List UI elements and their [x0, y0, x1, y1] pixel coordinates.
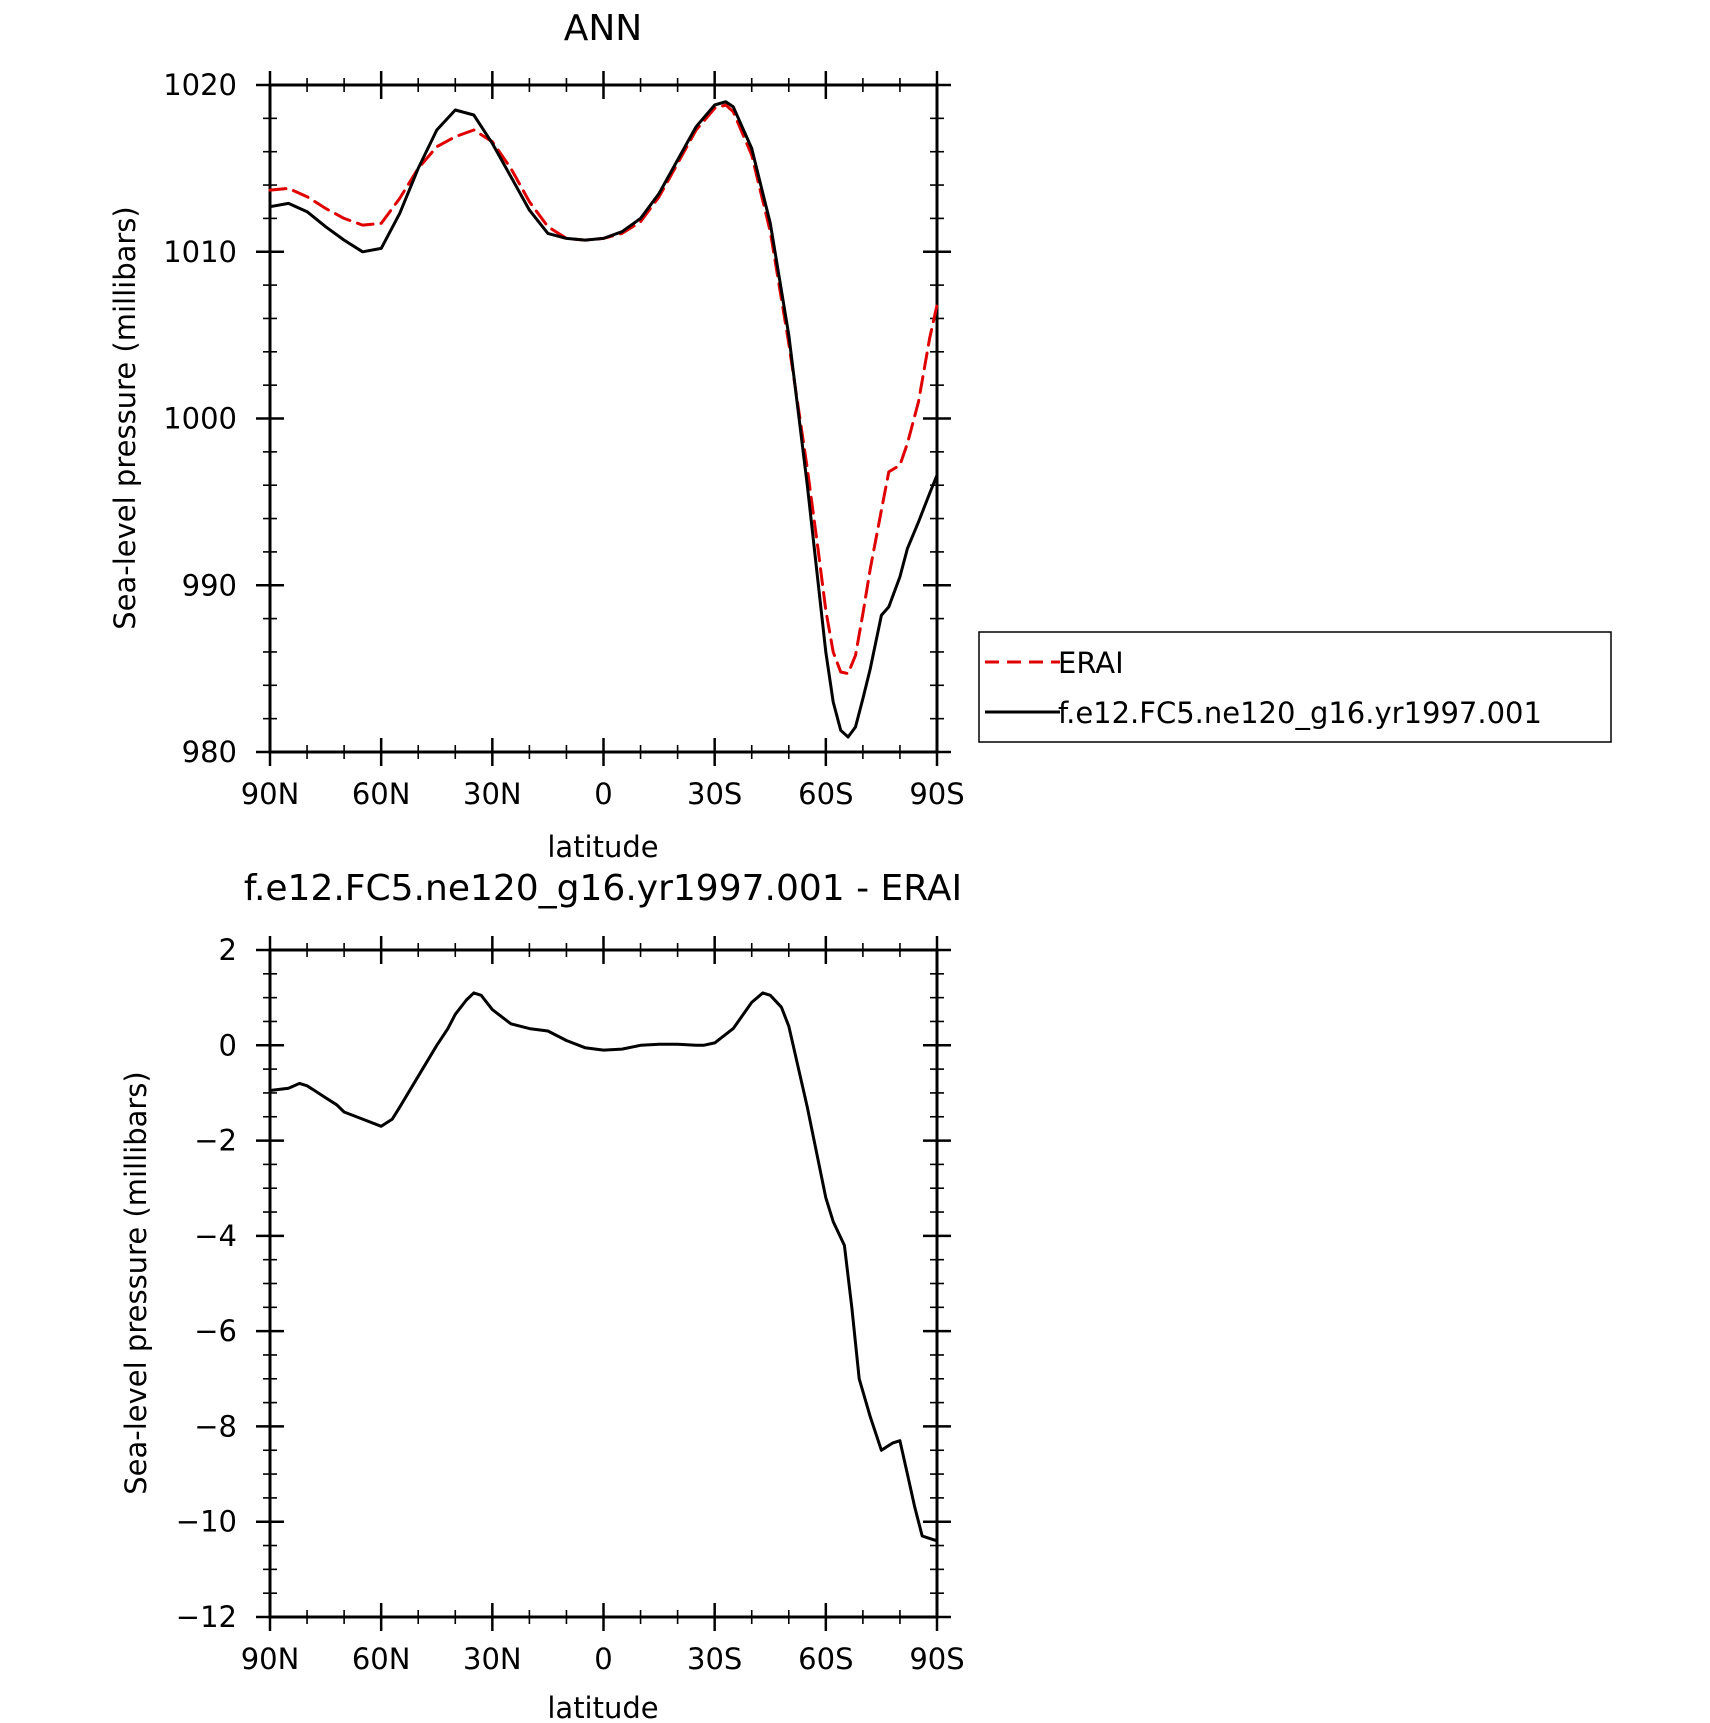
top-panel-title: ANN	[564, 8, 643, 49]
y-tick-label: −4	[194, 1219, 237, 1253]
legend-entry-erai: ERAI	[1058, 646, 1124, 680]
x-tick-label: 60S	[798, 777, 853, 811]
x-tick-label: 60S	[798, 1642, 853, 1676]
bottom-x-axis-label: latitude	[547, 1691, 658, 1723]
top-axes-ticks	[256, 71, 951, 766]
x-tick-label: 0	[594, 777, 612, 811]
x-tick-label: 90N	[241, 777, 300, 811]
bottom-tick-labels: 90N 60N 30N 0 30S 60S 90S −12 −10 −8 −6 −4 −2 0 2	[176, 933, 965, 1676]
y-tick-label: 980	[182, 735, 237, 769]
y-tick-label: 1020	[163, 68, 237, 102]
x-tick-label: 30N	[463, 777, 522, 811]
y-tick-label: 1010	[163, 235, 237, 269]
top-tick-labels: 90N 60N 30N 0 30S 60S 90S 980 990 1000 1010 1020	[163, 68, 964, 811]
x-tick-label: 90S	[909, 777, 964, 811]
top-panel: ANN 90N 60N 30N 0 30S 60S 90S 980 990 1000 1010 102…	[108, 8, 965, 864]
bottom-panel: f.e12.FC5.ne120_g16.yr1997.001 - ERAI 90…	[119, 868, 965, 1723]
x-tick-label: 60N	[352, 777, 411, 811]
x-tick-label: 0	[594, 1642, 612, 1676]
y-tick-label: 0	[219, 1028, 237, 1062]
x-tick-label: 90N	[241, 1642, 300, 1676]
x-tick-label: 90S	[909, 1642, 964, 1676]
legend: ERAI f.e12.FC5.ne120_g16.yr1997.001	[978, 631, 1612, 743]
difference-line	[268, 991, 939, 1543]
x-tick-label: 30S	[687, 777, 742, 811]
y-tick-label: 990	[182, 568, 237, 602]
y-tick-label: 1000	[163, 402, 237, 436]
legend-entry-model: f.e12.FC5.ne120_g16.yr1997.001	[1058, 696, 1542, 730]
legend-box	[978, 631, 1612, 743]
x-tick-label: 60N	[352, 1642, 411, 1676]
top-series-lines	[268, 100, 939, 739]
y-tick-label: −10	[176, 1505, 237, 1539]
y-tick-label: −2	[194, 1124, 237, 1158]
bottom-axes-ticks	[256, 936, 951, 1631]
x-tick-label: 30N	[463, 1642, 522, 1676]
top-plot-frame	[268, 83, 939, 754]
y-tick-label: −8	[194, 1409, 237, 1443]
bottom-series-lines	[268, 991, 939, 1543]
top-y-axis-label: Sea-level pressure (millibars)	[108, 206, 142, 629]
bottom-panel-title: f.e12.FC5.ne120_g16.yr1997.001 - ERAI	[244, 868, 962, 909]
y-tick-label: −6	[194, 1314, 237, 1348]
series-line-model	[268, 100, 939, 739]
bottom-y-axis-label: Sea-level pressure (millibars)	[119, 1071, 153, 1494]
y-tick-label: 2	[219, 933, 237, 967]
x-tick-label: 30S	[687, 1642, 742, 1676]
top-x-axis-label: latitude	[547, 830, 658, 864]
y-tick-label: −12	[176, 1600, 237, 1634]
series-line-erai	[268, 103, 939, 676]
